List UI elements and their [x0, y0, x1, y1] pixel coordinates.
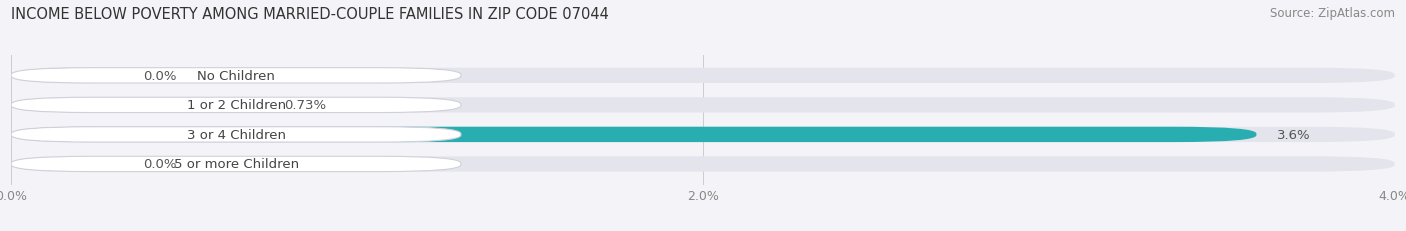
- FancyBboxPatch shape: [11, 98, 1395, 113]
- Text: 0.0%: 0.0%: [142, 70, 176, 82]
- FancyBboxPatch shape: [11, 127, 461, 143]
- FancyBboxPatch shape: [11, 127, 1395, 143]
- Text: 0.0%: 0.0%: [142, 158, 176, 171]
- FancyBboxPatch shape: [11, 157, 122, 172]
- FancyBboxPatch shape: [11, 98, 461, 113]
- FancyBboxPatch shape: [11, 68, 461, 84]
- Text: 5 or more Children: 5 or more Children: [173, 158, 298, 171]
- Text: 3 or 4 Children: 3 or 4 Children: [187, 128, 285, 141]
- FancyBboxPatch shape: [11, 157, 1395, 172]
- FancyBboxPatch shape: [11, 127, 1257, 143]
- Text: No Children: No Children: [197, 70, 276, 82]
- FancyBboxPatch shape: [11, 157, 461, 172]
- Text: INCOME BELOW POVERTY AMONG MARRIED-COUPLE FAMILIES IN ZIP CODE 07044: INCOME BELOW POVERTY AMONG MARRIED-COUPL…: [11, 7, 609, 22]
- Text: 1 or 2 Children: 1 or 2 Children: [187, 99, 285, 112]
- Text: 3.6%: 3.6%: [1277, 128, 1310, 141]
- Text: Source: ZipAtlas.com: Source: ZipAtlas.com: [1270, 7, 1395, 20]
- FancyBboxPatch shape: [11, 68, 1395, 84]
- FancyBboxPatch shape: [11, 98, 264, 113]
- Text: 0.73%: 0.73%: [284, 99, 326, 112]
- FancyBboxPatch shape: [11, 68, 122, 84]
